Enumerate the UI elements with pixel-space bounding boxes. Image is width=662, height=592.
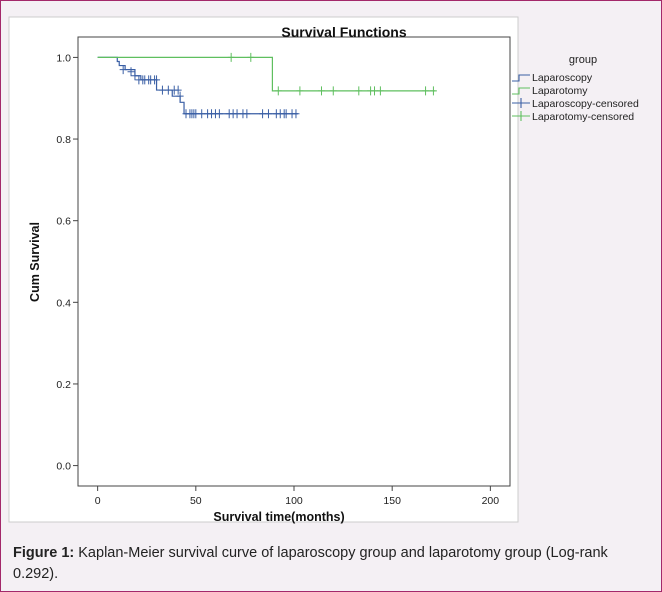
axes: 0 50 100 150 200 0.0 0.2 0.4 0.6 0.8 1.0 (56, 52, 499, 507)
laparotomy-survival-line (97, 56, 436, 92)
series-layer (97, 52, 437, 119)
y-axis-label: Cum Survival (28, 222, 42, 302)
y-tick-label: 0.0 (56, 461, 71, 473)
laparoscopy-censor-mark (215, 109, 223, 119)
y-tick-label: 0.6 (56, 216, 71, 228)
plot-area (77, 36, 511, 487)
laparoscopy-censor-mark (282, 109, 290, 119)
laparoscopy-censor-mark (158, 85, 166, 95)
laparotomy-censor-mark (376, 86, 384, 96)
laparotomy-censor-mark (355, 86, 363, 96)
x-tick-label: 100 (285, 495, 303, 507)
legend-line-symbol (512, 87, 530, 95)
y-tick-label: 1.0 (56, 52, 71, 64)
x-tick-label: 50 (190, 495, 202, 507)
laparotomy-censor-mark (429, 86, 437, 96)
legend-entry-label: Laparoscopy (532, 72, 593, 84)
laparoscopy-censor-mark (164, 85, 172, 95)
laparoscopy-censor-mark (264, 109, 272, 119)
laparoscopy-censor-mark (153, 75, 161, 85)
laparoscopy-censor-mark (176, 91, 184, 101)
laparotomy-censor-mark (329, 86, 337, 96)
laparoscopy-censor-mark (243, 109, 251, 119)
legend-censor-symbol (512, 98, 530, 108)
legend: group LaparoscopyLaparotomyLaparoscopy-c… (512, 54, 639, 123)
laparoscopy-censor-mark (198, 109, 206, 119)
legend-entry-label: Laparoscopy-censored (532, 98, 639, 110)
y-tick-label: 0.2 (56, 379, 71, 391)
survival-chart: Survival Functions Survival time(months)… (8, 16, 639, 524)
x-axis-label: Survival time(months) (213, 510, 344, 524)
x-tick-label: 150 (383, 495, 401, 507)
figure-caption: Figure 1: Kaplan-Meier survival curve of… (13, 543, 653, 585)
laparotomy-censor-mark (247, 52, 255, 62)
legend-line-symbol (512, 74, 530, 82)
laparoscopy-censor-mark (174, 85, 182, 95)
legend-censor-symbol (512, 111, 530, 121)
y-tick-label: 0.8 (56, 134, 71, 146)
laparoscopy-censor-mark (131, 71, 139, 81)
caption-label: Figure 1: (13, 545, 75, 561)
laparoscopy-censor-mark (127, 67, 135, 77)
laparoscopy-survival-line (97, 56, 298, 115)
laparoscopy-censor-mark (259, 109, 267, 119)
laparoscopy-censor-mark (119, 65, 127, 75)
legend-title: group (569, 54, 597, 66)
legend-entry-label: Laparotomy (532, 85, 588, 97)
legend-entry-label: Laparotomy-censored (532, 111, 634, 123)
y-tick-label: 0.4 (56, 297, 71, 309)
laparotomy-censor-mark (227, 52, 235, 62)
laparoscopy-censor-mark (192, 109, 200, 119)
laparotomy-censor-mark (317, 86, 325, 96)
laparotomy-censor-mark (371, 86, 379, 96)
chart-title: Survival Functions (281, 24, 406, 40)
x-tick-label: 0 (95, 495, 101, 507)
laparotomy-censor-mark (274, 86, 282, 96)
laparotomy-censor-mark (422, 86, 430, 96)
laparoscopy-censor-mark (233, 109, 241, 119)
caption-text: Kaplan-Meier survival curve of laparosco… (13, 545, 608, 582)
laparoscopy-censor-mark (292, 109, 300, 119)
x-tick-label: 200 (482, 495, 500, 507)
laparotomy-censor-mark (296, 86, 304, 96)
